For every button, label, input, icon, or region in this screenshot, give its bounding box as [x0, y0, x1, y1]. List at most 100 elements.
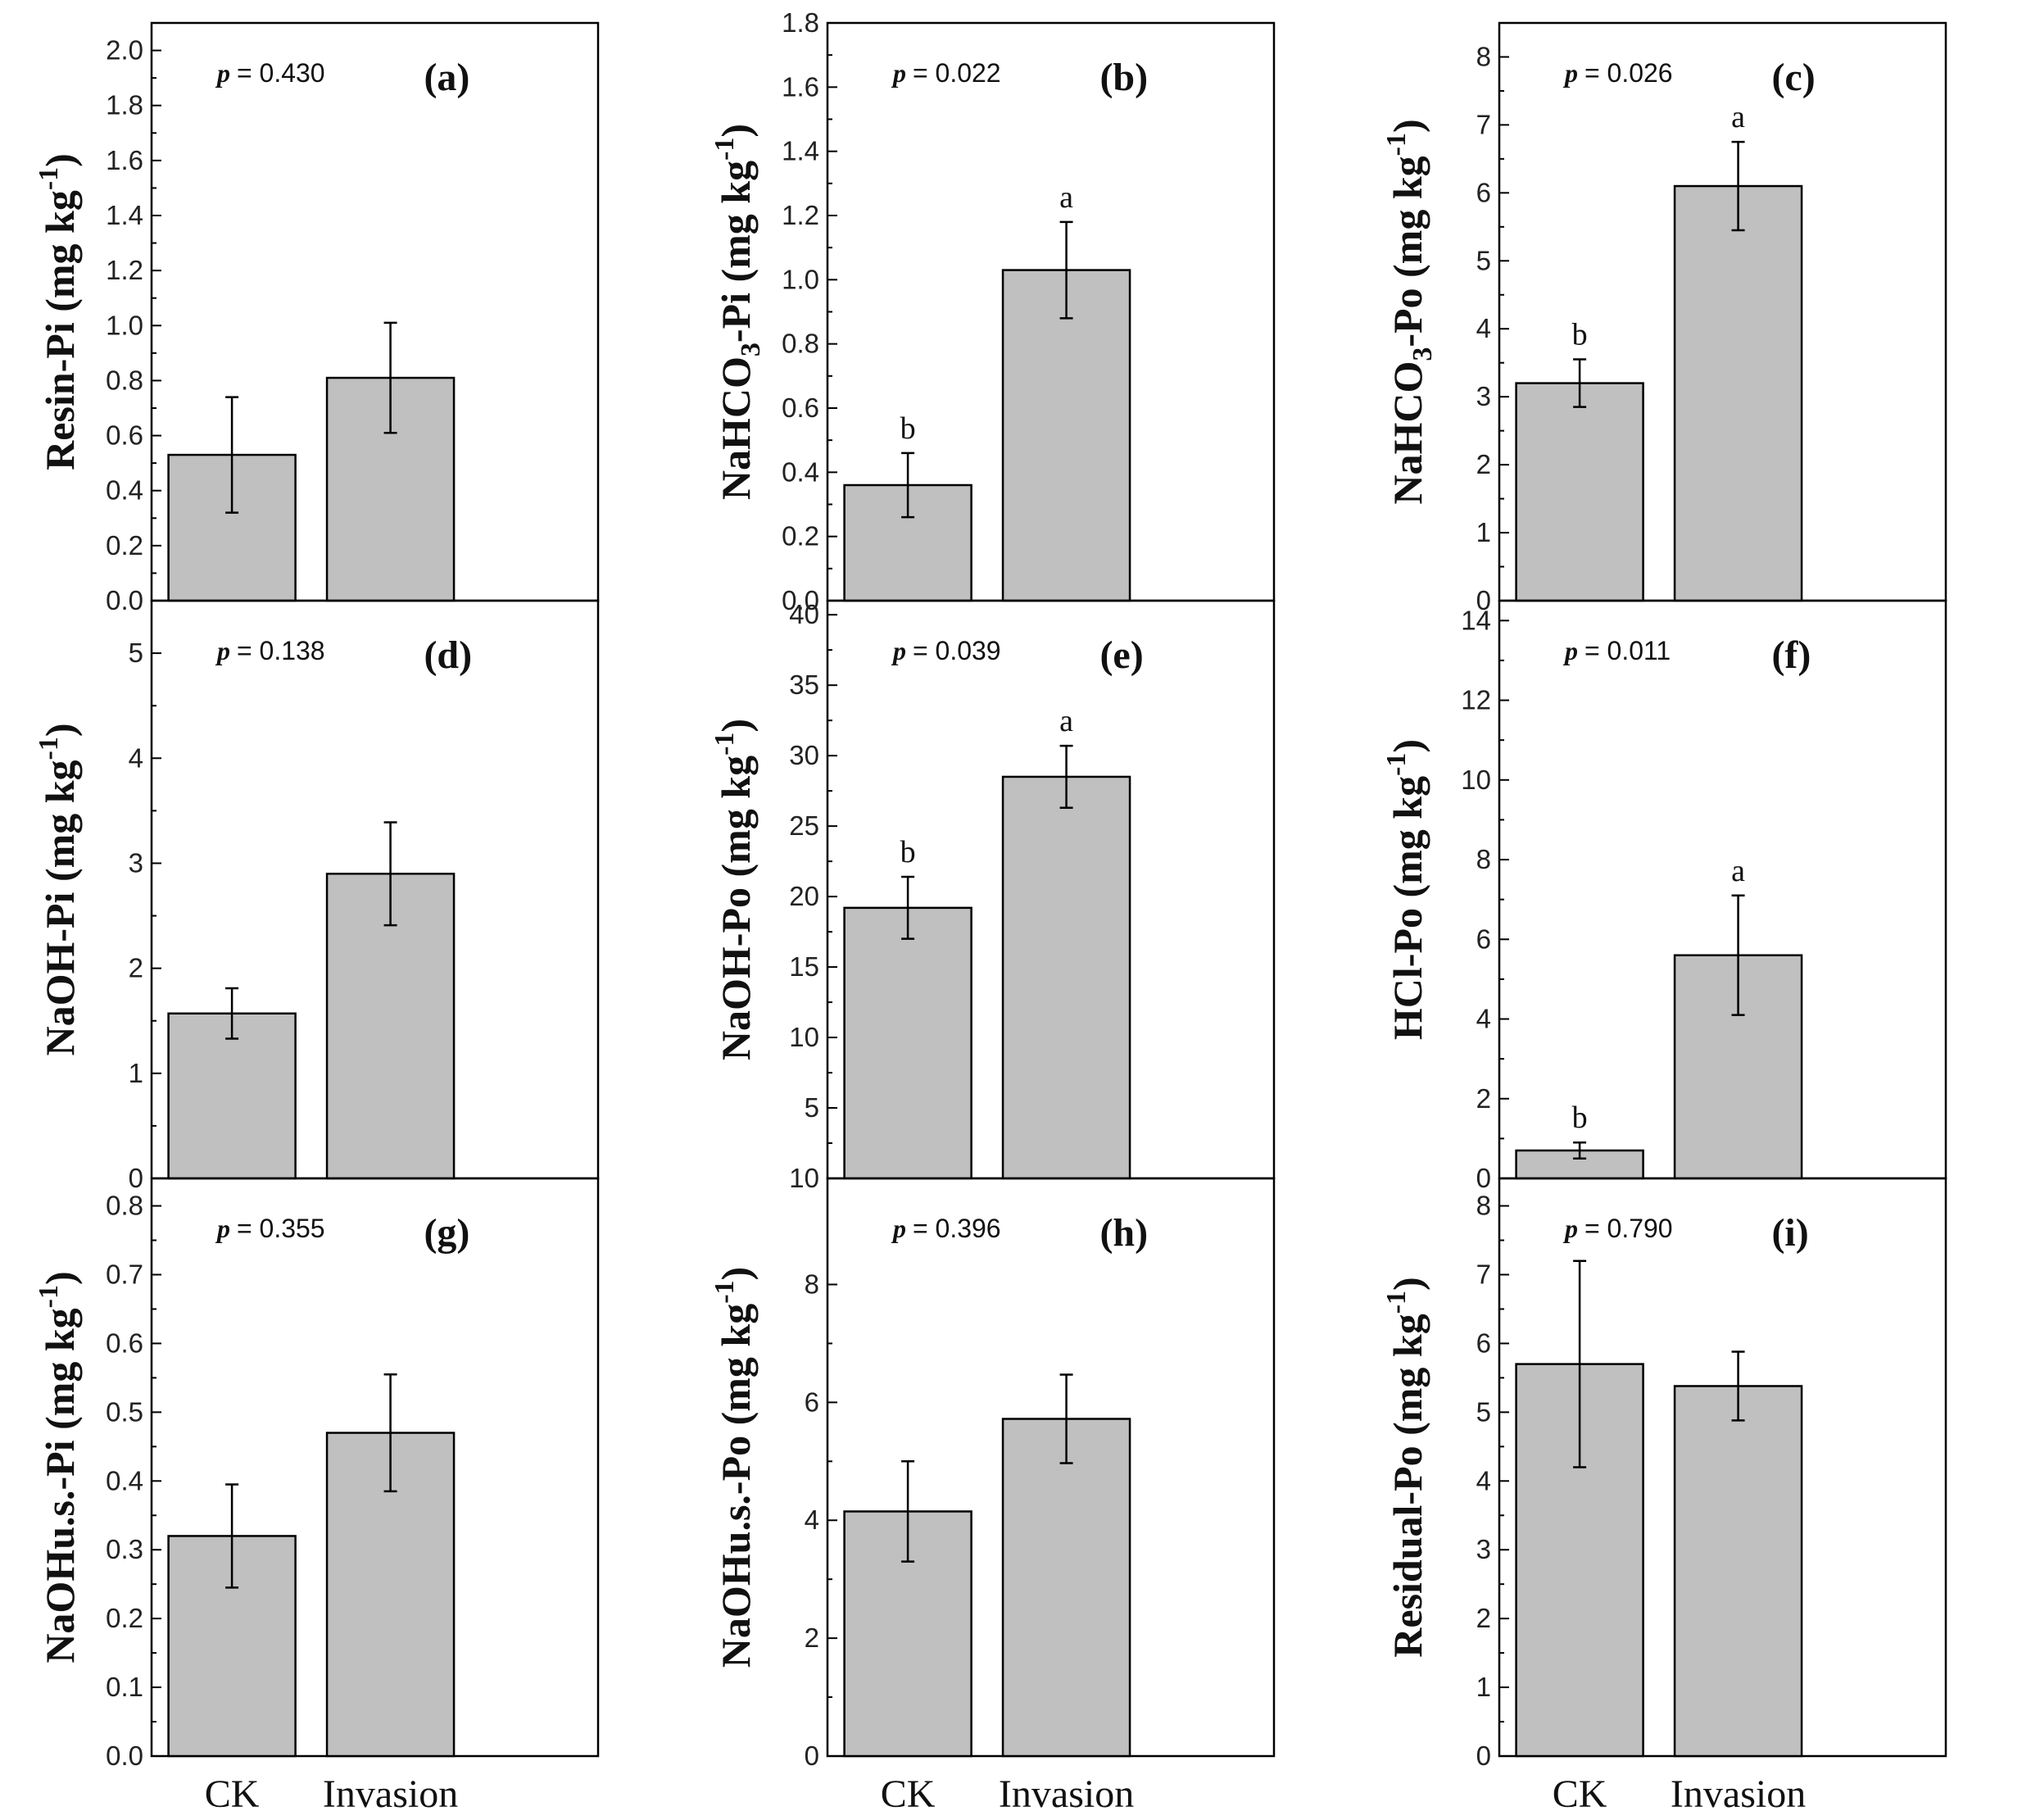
y-tick-label: 1.2: [106, 255, 143, 285]
panel-letter: (c): [1771, 56, 1815, 99]
y-tick-label: 40: [789, 599, 819, 629]
panel-g: 0.0 0.1 0.2 0.3 0.4 0.5 0.6 0.7 0.8 p = 0.355 (g) N…: [34, 1177, 600, 1816]
p-value-label: p = 0.790: [1562, 1214, 1673, 1243]
bar-ck: [1515, 382, 1644, 602]
panel-letter: (b): [1099, 56, 1148, 99]
y-tick-label: 4: [1476, 1465, 1491, 1495]
y-tick-label: 0.0: [106, 585, 143, 615]
y-tick-label: 1.8: [782, 7, 819, 38]
y-tick-label: 2: [1476, 1083, 1491, 1114]
bar-invasion: [1001, 775, 1131, 1180]
y-tick-label: 0.2: [782, 521, 819, 551]
y-tick-label: 1.4: [106, 200, 143, 230]
y-axis-label: NaOH-Pi (mg kg-1): [34, 723, 83, 1055]
x-category-label: Invasion: [1671, 1772, 1806, 1816]
y-axis-label: NaOHu.s.-Po (mg kg-1): [709, 1267, 759, 1668]
p-value-label: p = 0.396: [891, 1214, 1001, 1243]
y-tick-label: 0.7: [106, 1259, 143, 1290]
y-tick-label: 10: [789, 1163, 819, 1193]
y-tick-label: 0.5: [106, 1396, 143, 1427]
y-tick-label: 1.2: [782, 200, 819, 230]
y-tick-label: 0.0: [106, 1741, 143, 1771]
y-tick-label: 4: [805, 1505, 819, 1535]
y-tick-label: 1: [1476, 517, 1491, 547]
y-tick-label: 5: [805, 1092, 819, 1123]
y-tick-label: 10: [1461, 765, 1491, 795]
y-tick-label: 3: [129, 847, 143, 878]
y-tick-label: 0.6: [782, 393, 819, 423]
bar-invasion: [1673, 184, 1803, 602]
y-axis-label: NaHCO3-Po (mg kg-1): [1381, 119, 1438, 504]
y-tick-label: 35: [789, 669, 819, 700]
y-tick-label: 3: [1476, 1534, 1491, 1564]
p-value-label: p = 0.026: [1562, 58, 1673, 88]
y-tick-label: 0.4: [106, 1465, 143, 1495]
panel-b: 0.0 0.2 0.4 0.6 0.8 1.0 1.2 1.4 1.6 1.8 b a p = 0.02…: [709, 7, 1276, 615]
y-tick-label: 6: [1476, 924, 1491, 954]
y-tick-label: 0: [805, 1741, 819, 1771]
y-tick-label: 0.8: [106, 1191, 143, 1221]
y-tick-label: 1: [129, 1058, 143, 1088]
y-tick-label: 0.3: [106, 1534, 143, 1564]
y-tick-label: 1: [1476, 1672, 1491, 1702]
y-tick-label: 7: [1476, 1259, 1491, 1290]
y-tick-label: 6: [1476, 177, 1491, 207]
bar-ck: [167, 1012, 297, 1180]
y-tick-label: 8: [805, 1269, 819, 1299]
y-tick-label: 30: [789, 740, 819, 770]
panel-letter: (a): [424, 56, 469, 99]
p-value-label: p = 0.039: [891, 636, 1001, 665]
y-tick-label: 8: [1476, 1191, 1491, 1221]
y-tick-label: 25: [789, 810, 819, 841]
bar-invasion: [1001, 269, 1131, 602]
p-value-label: p = 0.138: [215, 636, 325, 665]
panel-a: 0.0 0.2 0.4 0.6 0.8 1.0 1.2 1.4 1.6 1.8 2.0 p = 0.4…: [34, 21, 600, 615]
p-value-label: p = 0.011: [1562, 636, 1671, 665]
y-tick-label: 0.8: [782, 329, 819, 359]
significance-letter: a: [1731, 100, 1745, 134]
y-axis-label: NaHCO3-Pi (mg kg-1): [709, 124, 766, 500]
y-tick-label: 0.2: [106, 1603, 143, 1633]
y-tick-label: 6: [805, 1387, 819, 1417]
y-tick-label: 10: [789, 1022, 819, 1052]
y-tick-label: 1.8: [106, 90, 143, 120]
y-tick-label: 12: [1461, 685, 1491, 715]
y-axis-label: HCl-Po (mg kg-1): [1381, 739, 1430, 1040]
panel-d: 0 1 2 3 4 5 p = 0.138 (d) NaOH-Pi (mg kg-1): [34, 599, 600, 1193]
y-tick-label: 0.6: [106, 1328, 143, 1358]
y-tick-label: 0.1: [106, 1672, 143, 1702]
y-tick-label: 2: [129, 953, 143, 983]
p-value-label: p = 0.022: [891, 58, 1001, 88]
y-tick-label: 0.2: [106, 530, 143, 561]
significance-letter: b: [1572, 318, 1588, 352]
p-value-label: p = 0.430: [215, 58, 325, 88]
y-tick-label: 1.0: [782, 264, 819, 294]
significance-letter: b: [900, 835, 916, 869]
y-tick-label: 0: [1476, 585, 1491, 615]
significance-letter: b: [1572, 1101, 1588, 1135]
y-tick-label: 5: [1476, 245, 1491, 275]
y-tick-label: 0: [1476, 1163, 1491, 1193]
x-category-label: Invasion: [999, 1772, 1134, 1816]
x-category-label: CK: [881, 1772, 936, 1816]
y-tick-label: 0.0: [782, 585, 819, 615]
y-axis-label: Resin-Pi (mg kg-1): [34, 153, 83, 470]
y-tick-label: 0.4: [106, 475, 143, 506]
panel-letter: (f): [1771, 633, 1811, 677]
y-tick-label: 2: [805, 1623, 819, 1653]
bar-ck: [843, 906, 972, 1180]
y-tick-label: 5: [1476, 1396, 1491, 1427]
y-tick-label: 14: [1461, 605, 1491, 635]
y-tick-label: 1.6: [782, 71, 819, 102]
y-tick-label: 2.0: [106, 35, 143, 66]
y-tick-label: 4: [1476, 1004, 1491, 1034]
significance-letter: b: [900, 411, 916, 446]
y-tick-label: 0.6: [106, 420, 143, 451]
y-tick-label: 1.0: [106, 310, 143, 340]
x-category-label: CK: [205, 1772, 260, 1816]
panel-h: 0 2 4 6 8 p = 0.396 (h) NaOHu.s.-Po (mg kg-1) CK…: [709, 1177, 1276, 1816]
p-value-label: p = 0.355: [215, 1214, 325, 1243]
significance-letter: a: [1059, 704, 1073, 738]
y-axis-label: NaOHu.s.-Pi (mg kg-1): [34, 1271, 83, 1663]
